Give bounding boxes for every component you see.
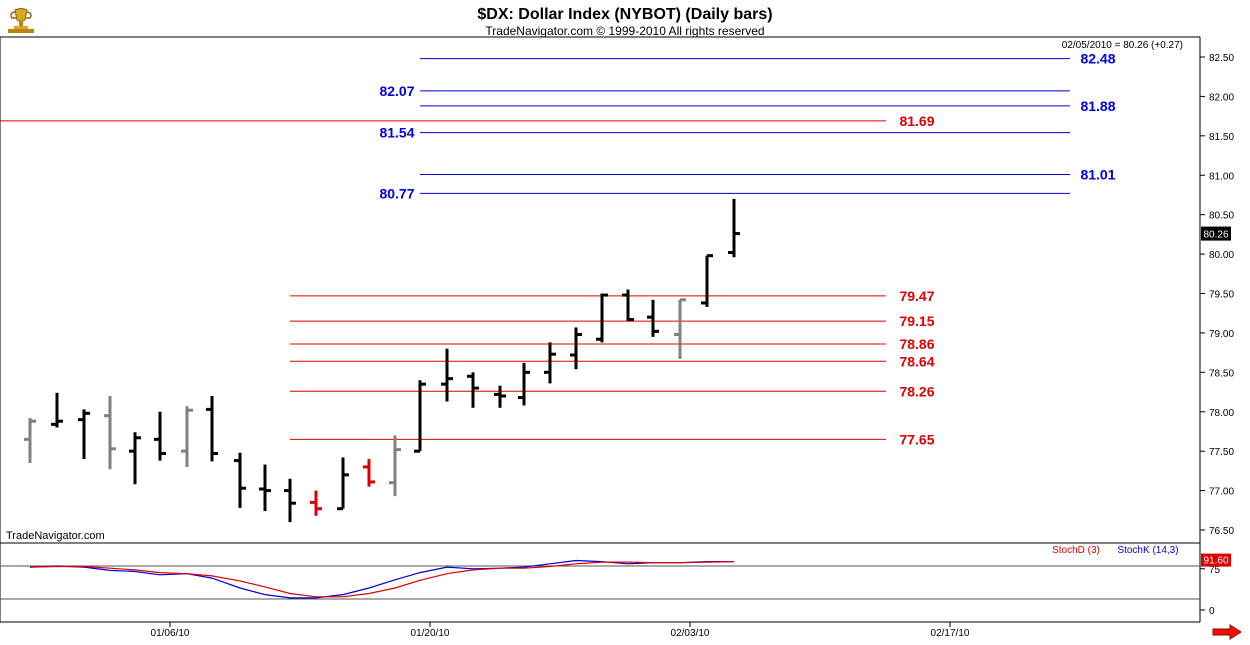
date-axis: 01/06/10 01/20/10 02/03/10 02/17/10 [151, 622, 970, 639]
ohlc-bar [154, 411, 166, 461]
ohlc-bar [181, 406, 193, 467]
arrow-right-icon[interactable] [1212, 624, 1242, 640]
stoch-legend-label: StochK (14,3) [1117, 545, 1178, 556]
ohlc-bar [389, 435, 401, 497]
ohlc-bar [622, 289, 634, 322]
date-tick-label: 01/20/10 [411, 628, 450, 639]
ohlc-bar [104, 395, 116, 470]
date-tick-label: 02/03/10 [671, 628, 710, 639]
watermark-text: TradeNavigator.com [6, 530, 105, 542]
date-tick-label: 01/06/10 [151, 628, 190, 639]
price-tick-label: 80.00 [1209, 250, 1234, 261]
stoch-tick-label: 75 [1209, 565, 1221, 576]
ohlc-bar [129, 432, 141, 485]
ohlc-bar [337, 457, 349, 511]
price-tick-label: 79.00 [1209, 329, 1234, 340]
level-label: 81.69 [899, 113, 934, 129]
ohlc-bar [441, 348, 453, 402]
level-label: 78.64 [899, 353, 934, 369]
price-tick-label: 81.00 [1209, 171, 1234, 182]
price-levels: 82.48 82.07 81.88 81.69 81.54 81.01 80.77 79.47… [0, 51, 1116, 447]
stoch-tick-label: 0 [1209, 606, 1215, 617]
level-label: 81.54 [379, 125, 414, 141]
price-tick-label: 78.00 [1209, 408, 1234, 419]
last-price-box [1201, 226, 1231, 241]
ohlc-bar [310, 490, 322, 516]
level-label: 82.48 [1080, 51, 1115, 67]
price-tick-label: 77.50 [1209, 447, 1234, 458]
price-tick-label: 76.50 [1209, 526, 1234, 537]
ohlc-bar [494, 385, 506, 408]
ohlc-bars [24, 198, 740, 523]
ohlc-bar [78, 409, 90, 460]
ohlc-bar [701, 254, 713, 307]
price-axis: 82.50 82.00 81.50 81.00 80.50 80.00 79.50 79.00… [1200, 53, 1234, 537]
ohlc-bar [674, 298, 686, 359]
ohlc-bar [596, 293, 608, 343]
price-tick-label: 80.50 [1209, 211, 1234, 222]
ohlc-bar [284, 478, 296, 523]
ohlc-bar [728, 198, 740, 258]
ohlc-bar [544, 342, 556, 384]
stoch-series-line [29, 561, 735, 598]
chart-copyright: TradeNavigator.com © 1999-2010 All right… [485, 24, 764, 38]
ohlc-bar [259, 464, 271, 512]
level-label: 82.07 [379, 83, 414, 99]
price-tick-label: 81.50 [1209, 132, 1234, 143]
ohlc-bar [24, 418, 36, 463]
price-tick-label: 79.50 [1209, 290, 1234, 301]
level-label: 80.77 [379, 185, 414, 201]
level-label: 79.47 [899, 288, 934, 304]
level-label: 78.26 [899, 383, 934, 399]
ohlc-bar [363, 459, 375, 487]
ohlc-bar [234, 452, 246, 508]
level-label: 81.88 [1080, 98, 1115, 114]
last-price-marker: 80.26 [1201, 226, 1231, 241]
stochastic-panel: 75 0 StochD (3) StochK (14,3) 91.60 [0, 545, 1231, 617]
stoch-last-value-box [1201, 553, 1231, 567]
price-tick-label: 78.50 [1209, 368, 1234, 379]
ohlc-bar [206, 395, 218, 462]
trophy-logo-icon [4, 4, 38, 34]
date-tick-label: 02/17/10 [931, 628, 970, 639]
level-label: 79.15 [899, 313, 934, 329]
level-label: 78.86 [899, 336, 934, 352]
ohlc-bar [51, 392, 63, 428]
price-tick-label: 82.50 [1209, 53, 1234, 64]
level-label: 81.01 [1080, 166, 1115, 182]
stoch-last-value-label: 91.60 [1203, 556, 1228, 567]
price-tick-label: 77.00 [1209, 487, 1234, 498]
stoch-legend-label: StochD (3) [1052, 545, 1100, 556]
ohlc-bar [570, 327, 582, 370]
ohlc-bar [518, 362, 530, 406]
price-tick-label: 82.00 [1209, 92, 1234, 103]
ohlc-bar [467, 372, 479, 408]
ohlc-bar [647, 299, 659, 337]
last-price-label: 80.26 [1203, 230, 1228, 241]
chart-title: $DX: Dollar Index (NYBOT) (Daily bars) [477, 6, 772, 23]
last-quote-label: 02/05/2010 = 80.26 (+0.27) [1062, 40, 1183, 51]
ohlc-bar [414, 380, 426, 453]
level-label: 77.65 [899, 431, 934, 447]
